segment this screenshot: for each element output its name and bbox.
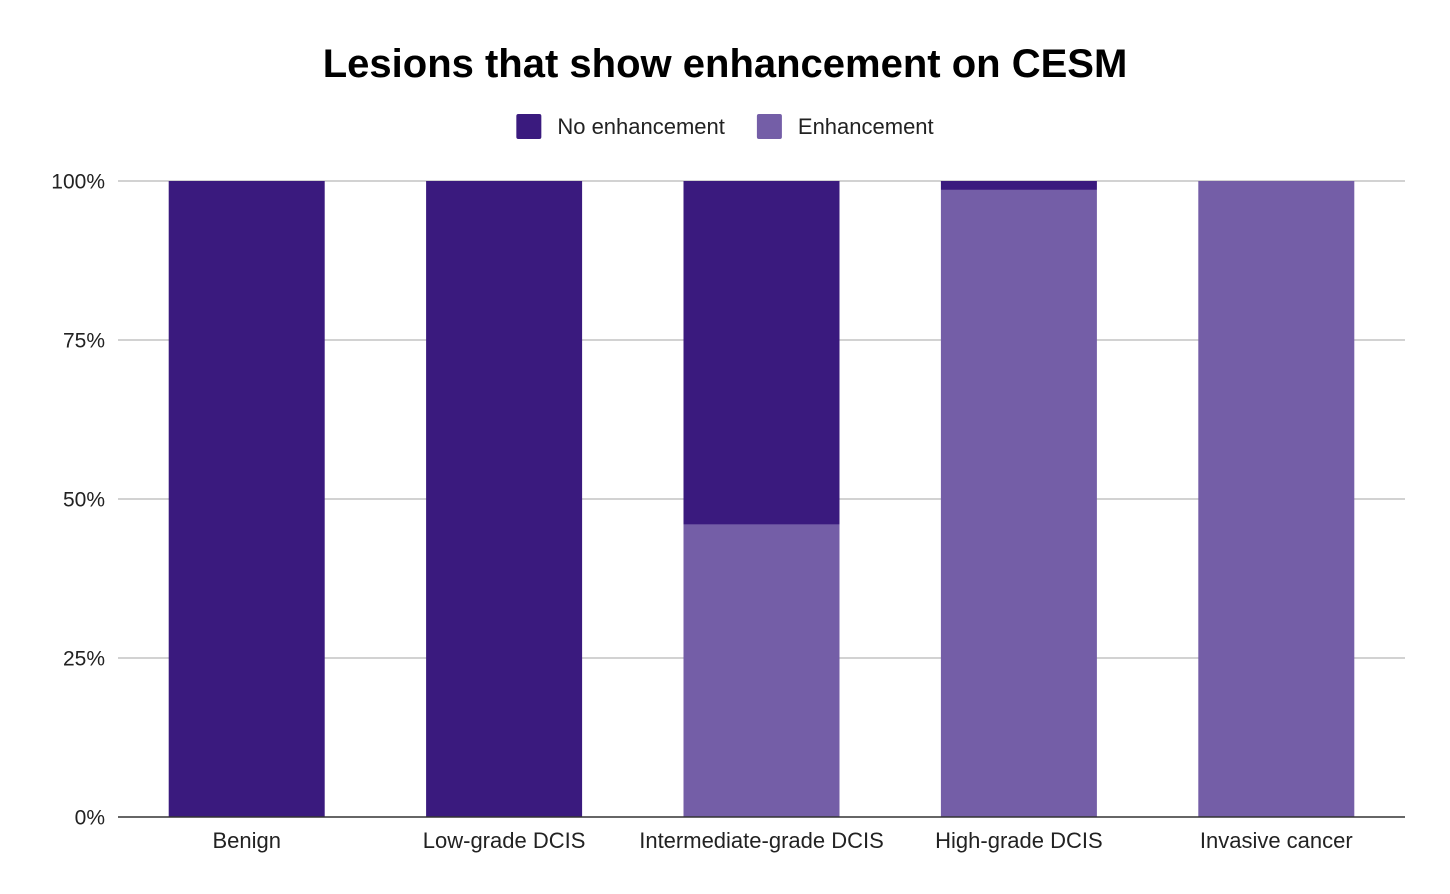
y-tick-label: 25% (63, 648, 105, 671)
legend-item: Enhancement (756, 114, 934, 139)
y-tick-label: 0% (75, 807, 105, 830)
bar-enhancement (940, 189, 1097, 818)
x-tick-label: High-grade DCIS (935, 828, 1103, 853)
bar-enhancement (683, 524, 840, 817)
x-tick-label: Low-grade DCIS (423, 828, 586, 853)
chart-title: Lesions that show enhancement on CESM (323, 42, 1128, 86)
legend-swatch (516, 114, 542, 139)
bars (168, 181, 1355, 818)
legend-swatch (756, 114, 782, 139)
bar-no-enhancement (168, 181, 325, 817)
legend-item: No enhancement (516, 114, 725, 139)
bar-no-enhancement (940, 181, 1097, 190)
bar-no-enhancement (683, 181, 840, 525)
x-tick-label: Invasive cancer (1200, 828, 1353, 853)
x-tick-label: Intermediate-grade DCIS (639, 828, 884, 853)
legend: No enhancement Enhancement (516, 114, 934, 139)
legend-label: Enhancement (798, 114, 934, 139)
bar-no-enhancement (426, 181, 583, 817)
y-tick-label: 50% (63, 489, 105, 512)
legend-label: No enhancement (557, 114, 725, 139)
x-tick-label: Benign (212, 828, 281, 853)
y-tick-label: 100% (51, 171, 105, 194)
axis: Benign Low-grade DCIS Intermediate-grade D… (118, 816, 1405, 853)
y-tick-label: 75% (63, 330, 105, 353)
bar-enhancement (1198, 181, 1355, 817)
